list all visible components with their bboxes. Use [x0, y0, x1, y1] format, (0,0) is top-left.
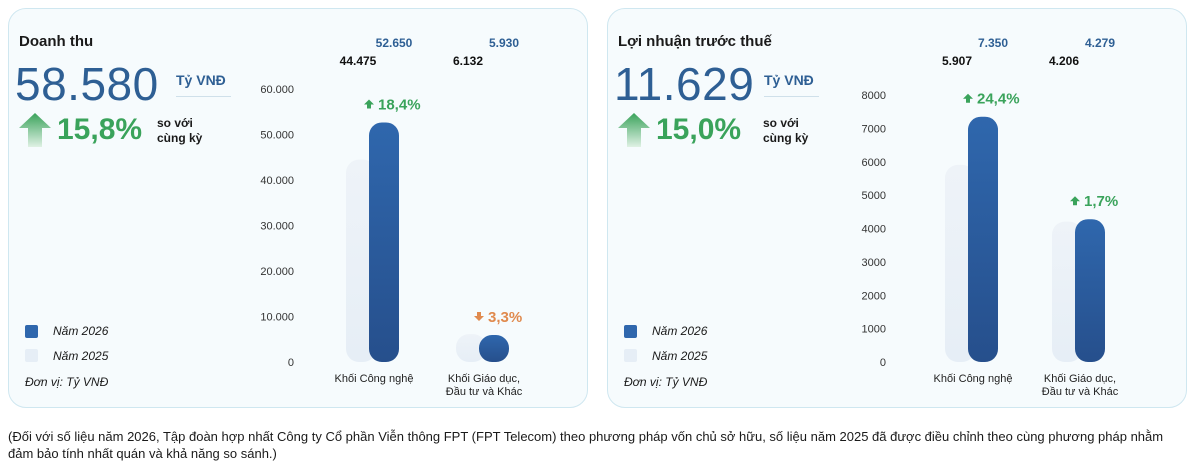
y-tick-label: 60.000: [260, 84, 294, 96]
legend-swatch-2026: [25, 325, 38, 338]
profit-bar-chart: 0 1000 2000 3000 4000 5000 6000 7000 8000 5.907 7.…: [862, 36, 1119, 398]
y-tick-label: 8000: [862, 90, 886, 102]
growth-label: 3,3%: [488, 309, 522, 326]
category-label: Khối Công nghệ: [335, 373, 414, 385]
value-label-2026: 7.350: [978, 36, 1008, 50]
y-tick-label: 6000: [862, 157, 886, 169]
arrow-up-icon: [618, 113, 650, 147]
panel-title: Doanh thu: [19, 33, 94, 50]
category-label: Đầu tư và Khác: [1042, 386, 1119, 398]
legend-swatch-2025: [624, 349, 637, 362]
legend-label-2026: Năm 2026: [652, 324, 708, 338]
total-value: 58.580: [15, 58, 159, 110]
y-tick-label: 40.000: [260, 175, 294, 187]
y-tick-label: 2000: [862, 290, 886, 302]
arrow-up-icon: [364, 99, 374, 109]
bar-2026: [1075, 219, 1105, 362]
value-label-2026: 4.279: [1085, 36, 1115, 50]
arrow-up-icon: [1070, 196, 1080, 206]
total-unit: Tỷ VNĐ: [176, 72, 226, 88]
y-tick-label: 10.000: [260, 312, 294, 324]
bar-2026: [369, 122, 399, 362]
bar-2026: [968, 116, 998, 362]
y-tick-label: 20.000: [260, 266, 294, 278]
value-label-2026: 52.650: [376, 36, 413, 50]
unit-underline: [764, 96, 819, 97]
legend-swatch-2026: [624, 325, 637, 338]
total-value: 11.629: [614, 58, 755, 110]
bar-2025: [945, 164, 975, 362]
unit-underline: [176, 96, 231, 97]
y-tick-label: 4000: [862, 224, 886, 236]
footnote: (Đối với số liệu năm 2026, Tập đoàn hợp …: [8, 429, 1164, 461]
growth-percent: 15,8%: [57, 113, 143, 146]
arrow-up-icon: [963, 93, 973, 103]
growth-text: so với cùng kỳ: [763, 116, 809, 145]
category-label: Khối Giáo dục,: [1044, 373, 1116, 385]
revenue-panel: Doanh thu 58.580 Tỷ VNĐ 15,8% so với cùn…: [8, 8, 588, 408]
bar-2025: [456, 334, 486, 362]
legend-label-2025: Năm 2025: [652, 349, 708, 363]
y-tick-label: 0: [880, 357, 886, 369]
value-label-2025: 5.907: [942, 54, 972, 68]
y-tick-label: 5000: [862, 190, 886, 202]
value-label-2026: 5.930: [489, 36, 519, 50]
bar-2025: [346, 159, 376, 362]
legend-label-2025: Năm 2025: [53, 349, 109, 363]
category-label: Khối Công nghệ: [934, 373, 1013, 385]
arrow-up-icon: [19, 113, 51, 147]
legend-label-2026: Năm 2026: [53, 324, 109, 338]
revenue-bar-chart: 0 10.000 20.000 30.000 40.000 50.000 60.000 44.…: [260, 36, 523, 398]
category-label: Khối Giáo dục,: [448, 373, 520, 385]
growth-label: 18,4%: [378, 96, 421, 113]
growth-label: 24,4%: [977, 91, 1020, 108]
growth-percent: 15,0%: [656, 113, 742, 146]
growth-label: 1,7%: [1084, 193, 1118, 210]
value-label-2025: 6.132: [453, 54, 483, 68]
bar-2026: [479, 335, 509, 362]
unit-note: Đơn vị: Tỷ VNĐ: [25, 375, 109, 389]
arrow-down-icon: [474, 312, 484, 322]
category-label: Đầu tư và Khác: [446, 386, 523, 398]
profit-panel: Lợi nhuận trước thuế 11.629 Tỷ VNĐ 15,0%…: [607, 8, 1187, 408]
y-tick-label: 50.000: [260, 130, 294, 142]
y-tick-label: 30.000: [260, 221, 294, 233]
y-tick-label: 1000: [862, 324, 886, 336]
total-unit: Tỷ VNĐ: [764, 72, 814, 88]
unit-note: Đơn vị: Tỷ VNĐ: [624, 375, 708, 389]
panel-title: Lợi nhuận trước thuế: [618, 33, 772, 50]
growth-text: so với cùng kỳ: [157, 116, 203, 145]
legend-swatch-2025: [25, 349, 38, 362]
value-label-2025: 4.206: [1049, 54, 1079, 68]
y-tick-label: 0: [288, 357, 294, 369]
bar-2025: [1052, 221, 1082, 362]
y-tick-label: 3000: [862, 257, 886, 269]
y-tick-label: 7000: [862, 123, 886, 135]
value-label-2025: 44.475: [340, 54, 377, 68]
